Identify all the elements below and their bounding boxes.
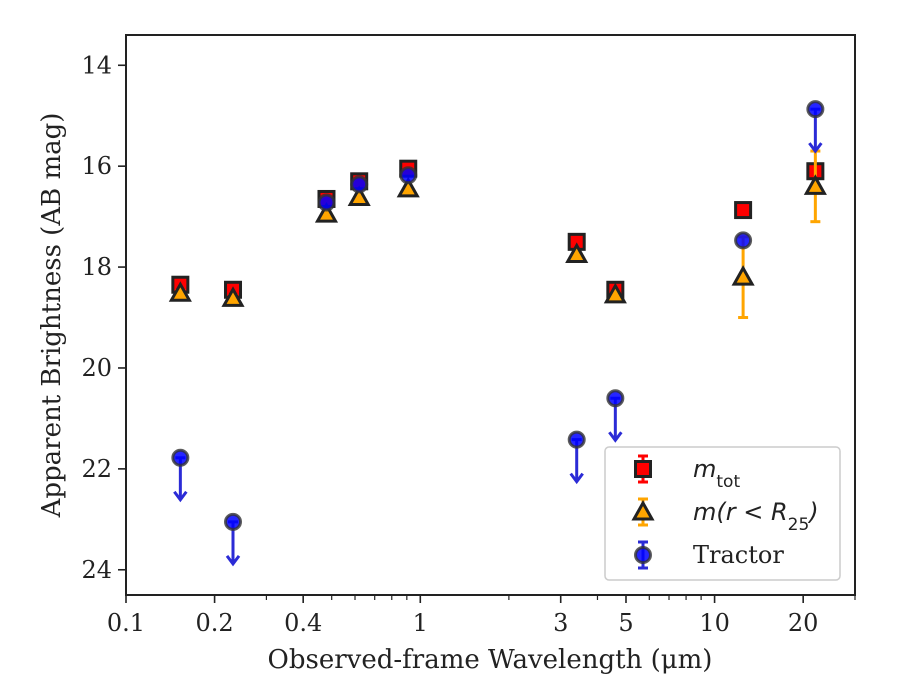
y-tick-label: 20 <box>81 354 112 382</box>
x-tick-label: 0.1 <box>107 609 145 637</box>
x-axis-label: Observed-frame Wavelength (μm) <box>268 645 713 675</box>
upper-limit-arrowhead <box>569 472 584 485</box>
x-tick-label: 5 <box>618 609 633 637</box>
data-point <box>606 389 625 408</box>
series-square <box>171 159 825 299</box>
x-tick-label: 10 <box>699 609 730 637</box>
legend-marker <box>634 460 652 478</box>
data-point <box>399 166 418 185</box>
legend: mtot m(r < R25) Tractor <box>604 446 841 581</box>
data-point <box>803 174 827 195</box>
data-point <box>731 265 755 286</box>
legend-label: m(r < R25) <box>693 498 819 535</box>
y-axis-label: Apparent Brightness (AB mag) <box>37 113 67 519</box>
legend-label-sub: tot <box>716 472 740 492</box>
upper-limit-arrowhead <box>225 554 241 567</box>
y-axis: 14 16 18 20 22 24 <box>81 51 126 584</box>
data-point <box>224 512 243 531</box>
upper-limit-arrowhead <box>808 142 823 154</box>
data-point <box>317 193 336 212</box>
data-point <box>603 282 627 304</box>
legend-label-main: m(r < R <box>693 498 788 526</box>
x-axis: 0.1 0.2 0.4 1 3 5 10 20 <box>107 595 856 637</box>
series-circle <box>171 100 825 567</box>
y-tick-label: 14 <box>81 51 112 79</box>
series-triangle <box>168 149 827 320</box>
x-tick-label: 20 <box>788 609 819 637</box>
data-point <box>171 448 190 467</box>
y-tick-label: 24 <box>81 556 112 584</box>
legend-label-tail: ) <box>807 498 818 526</box>
y-tick-label: 16 <box>81 152 112 180</box>
data-point <box>168 281 192 302</box>
data-point <box>565 242 589 263</box>
y-tick-label: 18 <box>81 253 112 281</box>
legend-box <box>604 446 841 581</box>
data-point <box>314 202 339 223</box>
legend-label: Tractor <box>693 541 784 569</box>
legend-marker <box>634 546 652 564</box>
data-point <box>350 175 369 194</box>
plot-area <box>125 34 856 596</box>
x-tick-label: 0.2 <box>196 609 234 637</box>
plot-frame <box>125 34 856 596</box>
y-tick-label: 22 <box>81 455 112 483</box>
x-tick-label: 1 <box>413 609 428 637</box>
data-point <box>734 231 753 250</box>
legend-marker <box>631 499 655 521</box>
upper-limit-arrowhead <box>608 431 623 443</box>
x-tick-label: 3 <box>553 609 568 637</box>
upper-limit-arrowhead <box>173 490 188 503</box>
data-point <box>806 100 825 119</box>
data-point <box>396 176 420 198</box>
legend-label-main: m <box>693 455 716 483</box>
data-point <box>567 430 586 449</box>
legend-label-sub: 25 <box>788 515 810 535</box>
data-point <box>221 286 245 307</box>
data-marks <box>168 100 827 567</box>
data-point <box>347 185 371 206</box>
legend-label: mtot <box>693 455 740 492</box>
data-point <box>734 201 753 220</box>
x-tick-label: 0.4 <box>284 609 322 637</box>
